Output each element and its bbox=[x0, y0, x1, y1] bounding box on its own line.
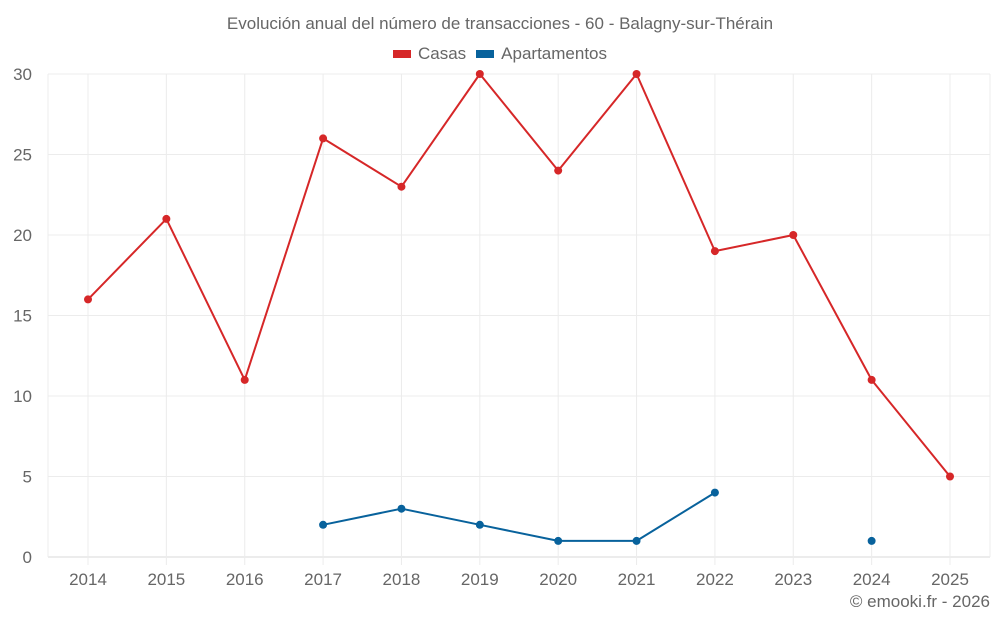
x-tick-label: 2023 bbox=[774, 570, 812, 589]
data-point[interactable] bbox=[554, 536, 563, 545]
data-point[interactable] bbox=[475, 520, 484, 529]
data-point[interactable] bbox=[710, 488, 719, 497]
chart-title: Evolución anual del número de transaccio… bbox=[226, 14, 774, 33]
data-point[interactable] bbox=[867, 375, 876, 384]
y-tick-label: 15 bbox=[13, 307, 32, 326]
data-point[interactable] bbox=[397, 182, 406, 191]
series-line bbox=[87, 73, 951, 478]
series-apartamentos bbox=[319, 488, 876, 545]
x-tick-label: 2016 bbox=[226, 570, 264, 589]
data-point[interactable] bbox=[319, 134, 328, 143]
credit-text: © emooki.fr - 2026 bbox=[849, 592, 990, 611]
legend-item-casas[interactable]: Casas bbox=[392, 44, 467, 64]
x-tick-label: 2021 bbox=[618, 570, 656, 589]
y-axis: 0 5 10 15 20 25 30 bbox=[13, 65, 32, 567]
data-point[interactable] bbox=[240, 375, 249, 384]
series-line bbox=[322, 491, 716, 542]
x-tick-label: 2022 bbox=[696, 570, 734, 589]
grid-lines bbox=[47, 73, 991, 565]
y-tick-label: 30 bbox=[13, 65, 32, 84]
y-tick-label: 25 bbox=[13, 146, 32, 165]
data-point[interactable] bbox=[710, 247, 719, 256]
data-point[interactable] bbox=[554, 166, 563, 175]
data-point[interactable] bbox=[162, 214, 171, 223]
data-point[interactable] bbox=[632, 536, 641, 545]
data-point[interactable] bbox=[475, 70, 484, 78]
data-point[interactable] bbox=[946, 472, 954, 481]
legend-swatch-casas bbox=[392, 50, 411, 58]
y-tick-label: 20 bbox=[13, 226, 32, 245]
data-point[interactable] bbox=[867, 536, 876, 545]
y-tick-label: 0 bbox=[23, 548, 32, 567]
x-tick-label: 2024 bbox=[853, 570, 891, 589]
data-point[interactable] bbox=[789, 231, 798, 239]
x-axis: 2014 2015 2016 2017 2018 2019 2020 2021 2022 2023… bbox=[69, 570, 969, 589]
y-tick-label: 5 bbox=[23, 468, 32, 487]
x-tick-label: 2018 bbox=[383, 570, 421, 589]
data-point[interactable] bbox=[397, 504, 406, 513]
y-tick-label: 10 bbox=[13, 387, 32, 406]
x-tick-label: 2017 bbox=[304, 570, 342, 589]
legend: Casas Apartamentos bbox=[0, 44, 1000, 64]
series-layer bbox=[84, 70, 954, 545]
x-tick-label: 2020 bbox=[539, 570, 577, 589]
data-point[interactable] bbox=[319, 520, 328, 529]
legend-label-casas: Casas bbox=[417, 44, 467, 63]
x-tick-label: 2019 bbox=[461, 570, 499, 589]
data-point[interactable] bbox=[632, 70, 641, 78]
legend-label-apartamentos: Apartamentos bbox=[501, 44, 608, 63]
data-point[interactable] bbox=[84, 295, 92, 304]
x-tick-label: 2015 bbox=[147, 570, 185, 589]
x-tick-label: 2025 bbox=[931, 570, 969, 589]
legend-item-apartamentos[interactable]: Apartamentos bbox=[476, 44, 607, 64]
series-casas bbox=[84, 70, 954, 481]
x-tick-label: 2014 bbox=[69, 570, 107, 589]
legend-swatch-apartamentos bbox=[476, 50, 495, 58]
